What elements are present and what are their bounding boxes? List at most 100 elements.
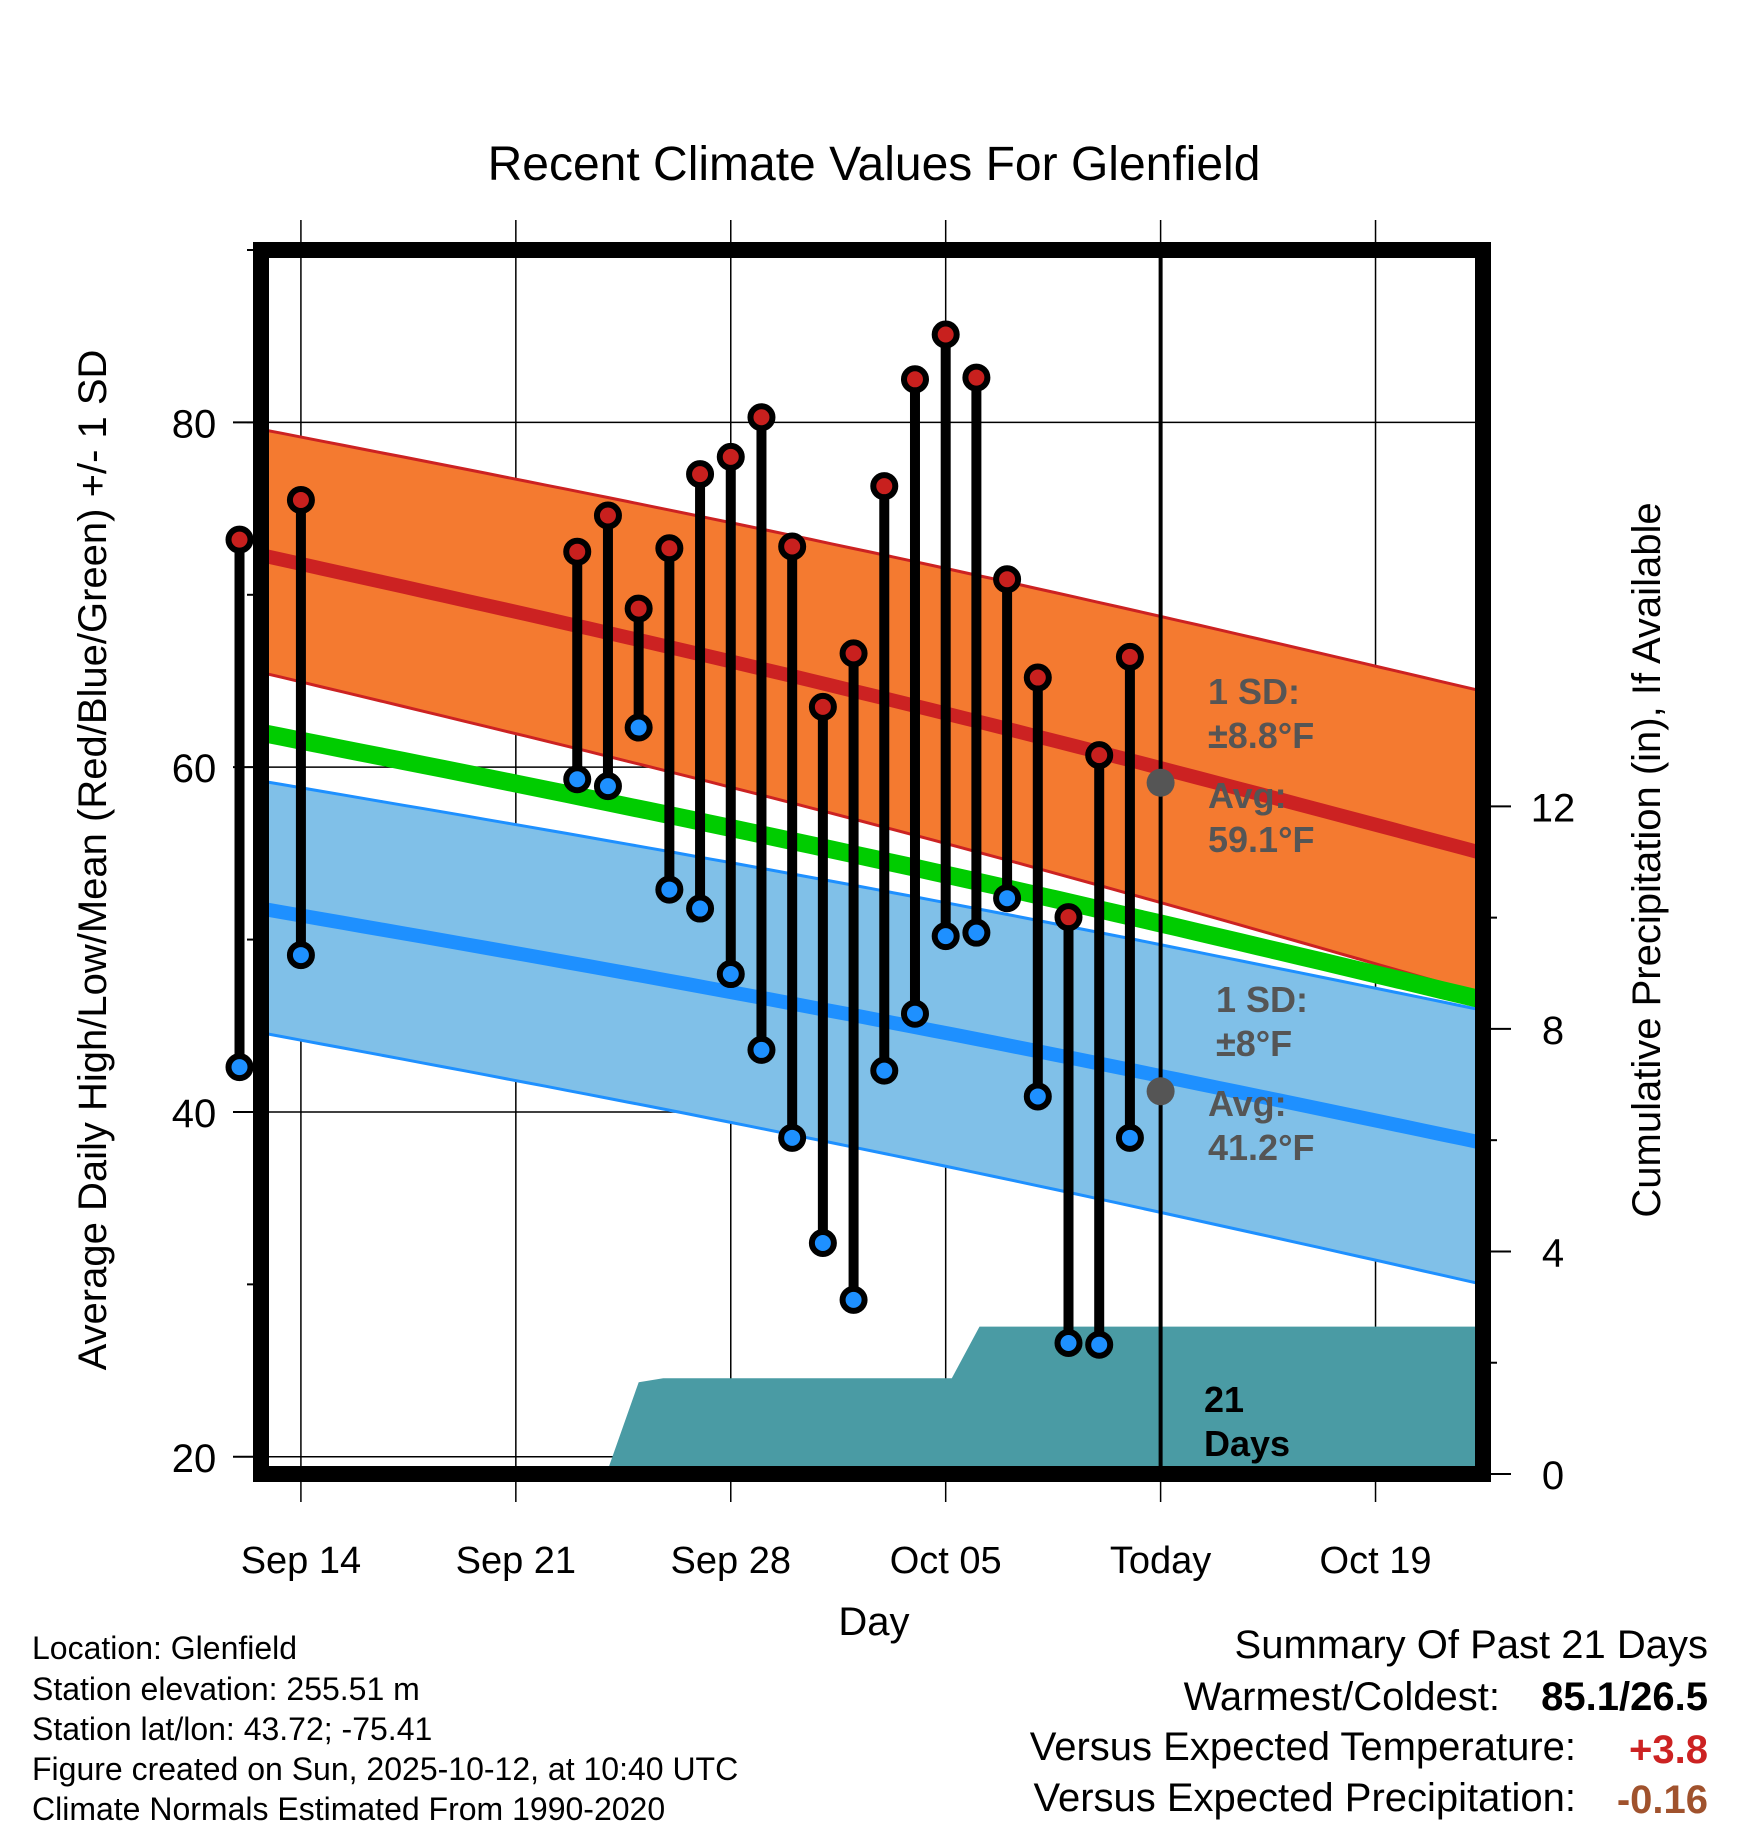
y-right-tick-label: 12: [1531, 786, 1576, 830]
daily-low-point: [1085, 1330, 1114, 1359]
high-avg-value: 59.1°F: [1208, 819, 1314, 860]
warm-cold-label: Warmest/Coldest:: [1184, 1675, 1500, 1719]
normal-bands: [261, 427, 1483, 1286]
high-sd-band: [261, 429, 1483, 995]
y-left-tick-label: 40: [172, 1092, 217, 1136]
daily-low-point: [993, 884, 1022, 913]
y-axis-left-label: Average Daily High/Low/Mean (Red/Blue/Gr…: [71, 350, 115, 1371]
low-avg-today-marker: [1146, 1077, 1175, 1106]
daily-low-point: [870, 1056, 899, 1085]
daily-low-point: [1054, 1328, 1083, 1357]
location-text: Location: Glenfield: [32, 1630, 297, 1666]
warm-cold-value: 85.1/26.5: [1541, 1675, 1708, 1719]
low-mean-line: [261, 901, 1483, 1150]
daily-low-point: [839, 1285, 868, 1314]
daily-high-point: [808, 692, 837, 721]
station-info: Location: Glenfield Station elevation: 2…: [32, 1630, 738, 1827]
mean-line: [261, 723, 1483, 1009]
x-tick-label: Oct 05: [890, 1540, 1002, 1582]
daily-low-point: [962, 918, 991, 947]
daily-high-point: [931, 320, 960, 349]
daily-high-point: [778, 532, 807, 561]
y-left-tick-label: 60: [172, 747, 217, 791]
daily-high-point: [870, 472, 899, 501]
daily-high-point: [839, 639, 868, 668]
daily-high-point: [1023, 663, 1052, 692]
chart-title: Recent Climate Values For Glenfield: [488, 138, 1261, 191]
precip-area: [261, 1326, 1483, 1474]
daily-low-point: [716, 960, 745, 989]
created-text: Figure created on Sun, 2025-10-12, at 10…: [32, 1751, 738, 1787]
x-tick-label: Sep 21: [456, 1540, 576, 1582]
high-sd-upper-line: [261, 427, 1483, 693]
daily-high-point: [962, 363, 991, 392]
x-tick-label: Oct 19: [1320, 1540, 1432, 1582]
daily-low-point: [808, 1228, 837, 1257]
daily-high-point: [686, 460, 715, 489]
daily-high-point: [593, 501, 622, 530]
daily-low-point: [900, 999, 929, 1028]
daily-low-point: [778, 1123, 807, 1152]
low-avg-value: 41.2°F: [1208, 1127, 1314, 1168]
daily-high-point: [747, 403, 776, 432]
low-sd-value: ±8°F: [1216, 1023, 1292, 1064]
y-right-tick-label: 0: [1542, 1454, 1564, 1498]
daily-low-point: [1115, 1123, 1144, 1152]
precip-label: Versus Expected Precipitation:: [1033, 1776, 1576, 1820]
y-left-tick-label: 80: [172, 402, 217, 446]
temp-value: +3.8: [1629, 1728, 1708, 1772]
high-mean-line: [261, 548, 1483, 861]
high-sd-value: ±8.8°F: [1208, 715, 1314, 756]
x-tick-label: Today: [1110, 1540, 1211, 1582]
daily-high-point: [1115, 642, 1144, 671]
y-right-tick-label: 8: [1542, 1009, 1564, 1053]
daily-low-point: [747, 1035, 776, 1064]
low-avg-label: Avg:: [1208, 1083, 1287, 1124]
daily-low-point: [655, 875, 684, 904]
axes: Sep 14 Sep 21 Sep 28 Oct 05 Today Oct 1920406…: [172, 249, 1576, 1582]
summary-title: Summary Of Past 21 Days: [1235, 1623, 1708, 1667]
daily-high-point: [624, 594, 653, 623]
x-tick-label: Sep 14: [241, 1540, 361, 1582]
daily-low-point: [286, 941, 315, 970]
x-axis-label: Day: [838, 1600, 909, 1644]
low-sd-band: [261, 781, 1483, 1285]
daily-high-point: [286, 485, 315, 514]
precipitation-area: [261, 1326, 1483, 1474]
days-count-label: 21: [1204, 1379, 1244, 1420]
daily-observations: [225, 320, 1144, 1359]
high-avg-label: Avg:: [1208, 775, 1287, 816]
daily-high-point: [225, 525, 254, 554]
daily-low-point: [931, 922, 960, 951]
summary-panel: Summary Of Past 21 Days Warmest/Coldest:…: [1030, 1623, 1708, 1822]
daily-low-point: [686, 894, 715, 923]
daily-high-point: [1085, 741, 1114, 770]
plot-frame: [253, 242, 1491, 1482]
x-tick-label: Sep 28: [671, 1540, 791, 1582]
normals-text: Climate Normals Estimated From 1990-2020: [32, 1791, 665, 1827]
temp-label: Versus Expected Temperature:: [1030, 1725, 1576, 1769]
y-right-tick-label: 4: [1542, 1231, 1564, 1275]
low-sd-label: 1 SD:: [1216, 979, 1308, 1020]
daily-high-point: [900, 365, 929, 394]
latlon-text: Station lat/lon: 43.72; -75.41: [32, 1711, 432, 1747]
daily-high-point: [563, 537, 592, 566]
daily-high-point: [993, 565, 1022, 594]
low-sd-upper-line: [261, 779, 1483, 1012]
high-sd-label: 1 SD:: [1208, 671, 1300, 712]
daily-low-point: [593, 772, 622, 801]
daily-low-point: [225, 1053, 254, 1082]
daily-low-point: [1023, 1082, 1052, 1111]
high-sd-lower-line: [261, 670, 1483, 997]
days-word-label: Days: [1204, 1423, 1290, 1464]
daily-low-point: [563, 765, 592, 794]
elevation-text: Station elevation: 255.51 m: [32, 1671, 420, 1707]
precip-value: -0.16: [1617, 1778, 1708, 1822]
low-sd-lower-line: [261, 1031, 1483, 1286]
daily-high-point: [655, 534, 684, 563]
daily-high-point: [1054, 903, 1083, 932]
high-avg-today-marker: [1146, 768, 1175, 797]
y-left-tick-label: 20: [172, 1437, 217, 1481]
